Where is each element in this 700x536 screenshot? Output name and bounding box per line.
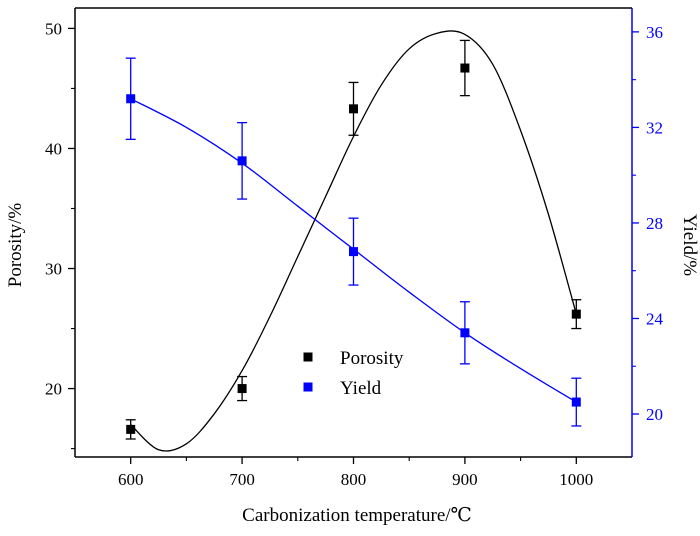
- x-tick-label: 800: [341, 470, 367, 489]
- yield-point: [460, 328, 470, 338]
- legend: Porosity Yield: [303, 348, 404, 399]
- y-right-tick-label: 20: [646, 405, 663, 424]
- yield-legend-label: Yield: [340, 378, 382, 399]
- porosity-legend-marker: [303, 352, 313, 362]
- y-right-tick-label: 32: [646, 118, 663, 137]
- x-tick-label: 600: [118, 470, 144, 489]
- plot-frame: [74, 7, 633, 458]
- y-axis-left-title: Porosity/%: [5, 203, 26, 288]
- y-left-tick-label: 30: [45, 260, 62, 279]
- porosity-point: [460, 63, 470, 73]
- y-left-tick-label: 40: [45, 139, 62, 158]
- data-points: [126, 63, 581, 434]
- bottom-axis: 600 700 800 900 1000: [118, 457, 593, 489]
- y-right-tick-label: 28: [646, 214, 663, 233]
- porosity-point: [237, 384, 247, 394]
- porosity-fit-curve: [130, 30, 577, 452]
- x-tick-label: 700: [229, 470, 255, 489]
- porosity-point: [571, 309, 581, 319]
- x-axis-title: Carbonization temperature/℃: [242, 505, 472, 526]
- yield-point: [349, 247, 358, 257]
- yield-legend-marker: [303, 382, 313, 392]
- right-axis: 20 24 28 32 36: [632, 23, 664, 424]
- y-left-tick-label: 20: [45, 380, 62, 399]
- yield-point: [571, 397, 581, 407]
- left-axis: 20 30 40 50: [45, 19, 75, 450]
- y-axis-right-title: Yield/%: [679, 214, 700, 276]
- yield-point: [126, 94, 136, 104]
- x-tick-label: 1000: [559, 470, 593, 489]
- x-tick-label: 900: [452, 470, 478, 489]
- y-right-tick-label: 24: [646, 309, 664, 328]
- y-left-tick-label: 50: [45, 19, 62, 38]
- yield-point: [237, 156, 247, 166]
- porosity-point: [349, 104, 358, 114]
- porosity-point: [126, 424, 136, 434]
- y-right-tick-label: 36: [646, 23, 663, 42]
- porosity-legend-label: Porosity: [340, 348, 404, 369]
